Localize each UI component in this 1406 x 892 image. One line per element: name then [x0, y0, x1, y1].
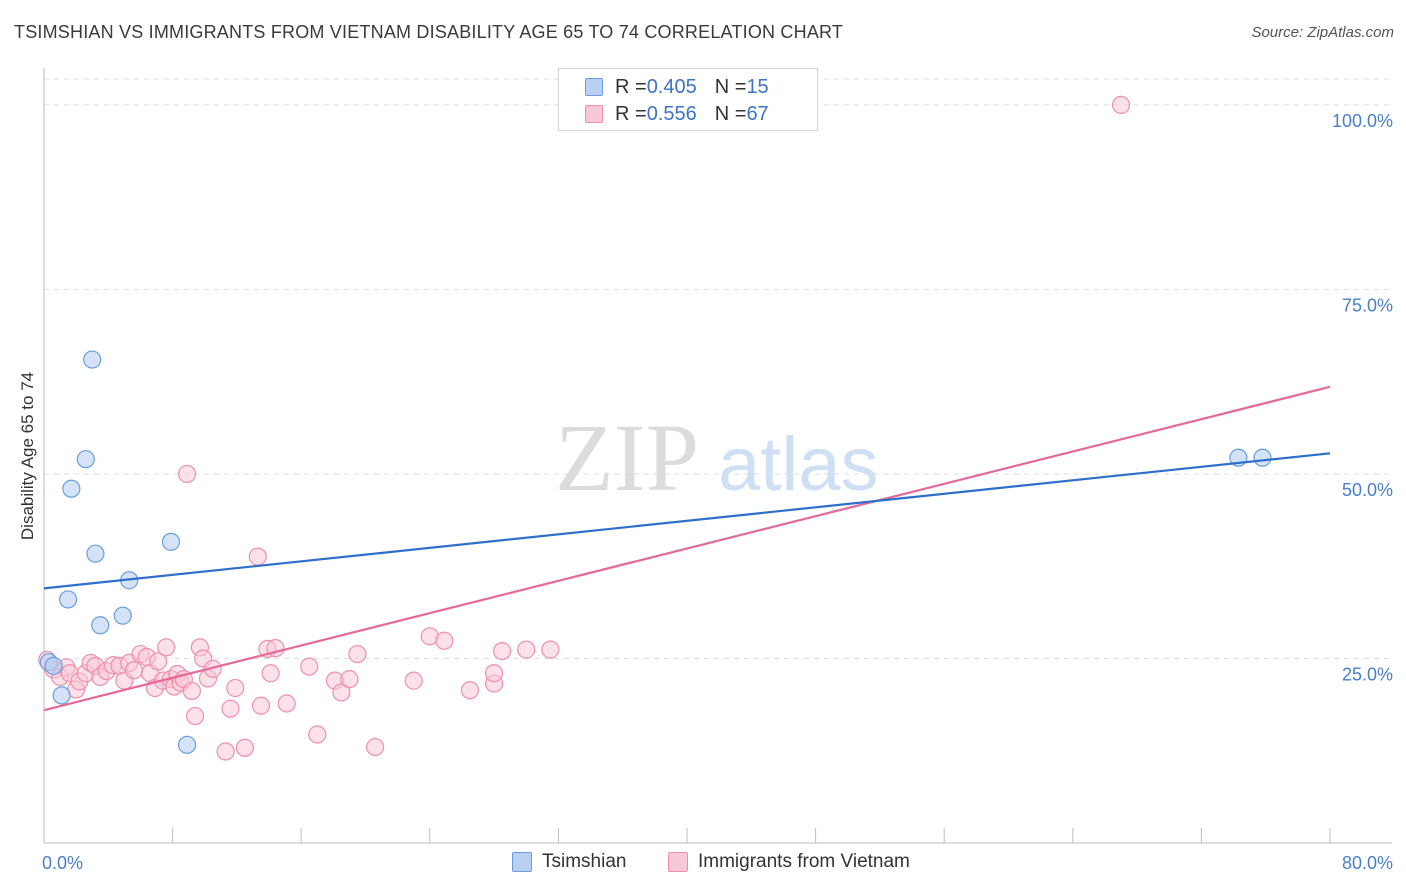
- tsimshian-point: [83, 350, 102, 369]
- legend-n-value: 15: [746, 75, 769, 98]
- vietnam-point: [308, 725, 327, 744]
- vietnam-point: [124, 661, 144, 680]
- tsimshian-point: [59, 590, 78, 609]
- x-tick-label: 80.0%: [1342, 853, 1393, 873]
- legend-row-vietnam: R = 0.556 N = 67: [585, 102, 769, 126]
- source-label: Source: ZipAtlas.com: [1251, 24, 1394, 41]
- vietnam-point: [300, 657, 319, 676]
- vietnam-point: [251, 696, 271, 715]
- vietnam-point: [541, 640, 560, 659]
- stats-legend: R = 0.405 N = 15 R = 0.556 N = 67: [558, 68, 818, 131]
- tsimshian-trend-line: [43, 452, 1331, 590]
- legend-r-value: 0.556: [646, 102, 697, 125]
- y-tick-labels: 25.0% 50.0% 75.0% 100.0%: [1332, 111, 1393, 685]
- vietnam-point: [404, 671, 423, 690]
- vietnam-point: [435, 631, 454, 650]
- x-tick-label: 0.0%: [42, 853, 83, 873]
- legend-label-vietnam: Immigrants from Vietnam: [698, 851, 910, 872]
- vietnam-legend-swatch: [668, 852, 688, 872]
- tsimshian-point: [177, 735, 197, 754]
- legend-n-label: N =: [714, 75, 747, 98]
- tsimshian-point: [44, 656, 63, 675]
- vietnam-point: [277, 694, 296, 713]
- grid-lines: [44, 78, 1392, 659]
- tsimshian-point: [86, 544, 105, 563]
- vietnam-point: [216, 742, 235, 761]
- legend-label-tsimshian: Tsimshian: [542, 851, 627, 872]
- vietnam-point: [221, 699, 240, 718]
- vietnam-point: [332, 683, 351, 702]
- vietnam-point: [1111, 95, 1131, 115]
- tsimshian-point: [161, 532, 181, 551]
- watermark: ZIP atlas: [555, 404, 879, 511]
- vietnam-point: [517, 640, 536, 659]
- legend-r-value: 0.405: [646, 75, 697, 98]
- tsimshian-point: [52, 686, 71, 705]
- legend-item-vietnam: Immigrants from Vietnam: [668, 851, 910, 873]
- legend-n-label: N =: [714, 102, 747, 125]
- tsimshian-point: [62, 479, 81, 498]
- y-tick-label: 25.0%: [1342, 664, 1393, 684]
- tsimshian-point: [76, 450, 95, 469]
- y-tick-label: 100.0%: [1332, 111, 1393, 131]
- tsimshian-swatch: [585, 78, 603, 96]
- watermark-zip: ZIP: [555, 404, 699, 511]
- series-tsimshian-points: [39, 350, 1272, 754]
- vietnam-point: [348, 644, 367, 664]
- y-axis-label: Disability Age 65 to 74: [18, 372, 37, 540]
- legend-r-label: R =: [615, 75, 647, 98]
- vietnam-point: [177, 464, 197, 484]
- tsimshian-point: [113, 606, 132, 625]
- vietnam-point: [235, 738, 255, 757]
- legend-item-tsimshian: Tsimshian: [512, 851, 626, 873]
- legend-n-value: 67: [746, 102, 769, 125]
- vietnam-trend-line: [43, 385, 1331, 712]
- vietnam-point: [261, 664, 280, 683]
- tsimshian-legend-swatch: [512, 852, 532, 872]
- vietnam-point: [186, 706, 205, 726]
- tsimshian-point: [91, 616, 110, 635]
- vietnam-point: [493, 641, 512, 661]
- y-tick-label: 75.0%: [1342, 295, 1393, 315]
- x-tick-labels: 0.0% 80.0%: [42, 853, 1393, 873]
- vietnam-point: [340, 670, 359, 689]
- vietnam-swatch: [585, 105, 603, 123]
- vietnam-point: [248, 547, 267, 566]
- legend-r-label: R =: [615, 102, 647, 125]
- vietnam-point: [366, 737, 385, 757]
- vietnam-point: [157, 638, 176, 657]
- watermark-atlas: atlas: [718, 422, 879, 507]
- trend-lines: [43, 385, 1331, 712]
- tsimshian-point: [1253, 448, 1272, 467]
- vietnam-point: [226, 678, 245, 698]
- series-legend: Tsimshian Immigrants from Vietnam: [0, 851, 1406, 877]
- axes: [43, 68, 1392, 844]
- vietnam-point: [182, 681, 201, 701]
- vietnam-point: [460, 681, 480, 700]
- vietnam-point: [485, 664, 504, 683]
- legend-row-tsimshian: R = 0.405 N = 15: [585, 75, 769, 99]
- chart-title: TSIMSHIAN VS IMMIGRANTS FROM VIETNAM DIS…: [14, 22, 844, 42]
- y-tick-label: 50.0%: [1342, 480, 1393, 500]
- vietnam-point: [149, 652, 168, 671]
